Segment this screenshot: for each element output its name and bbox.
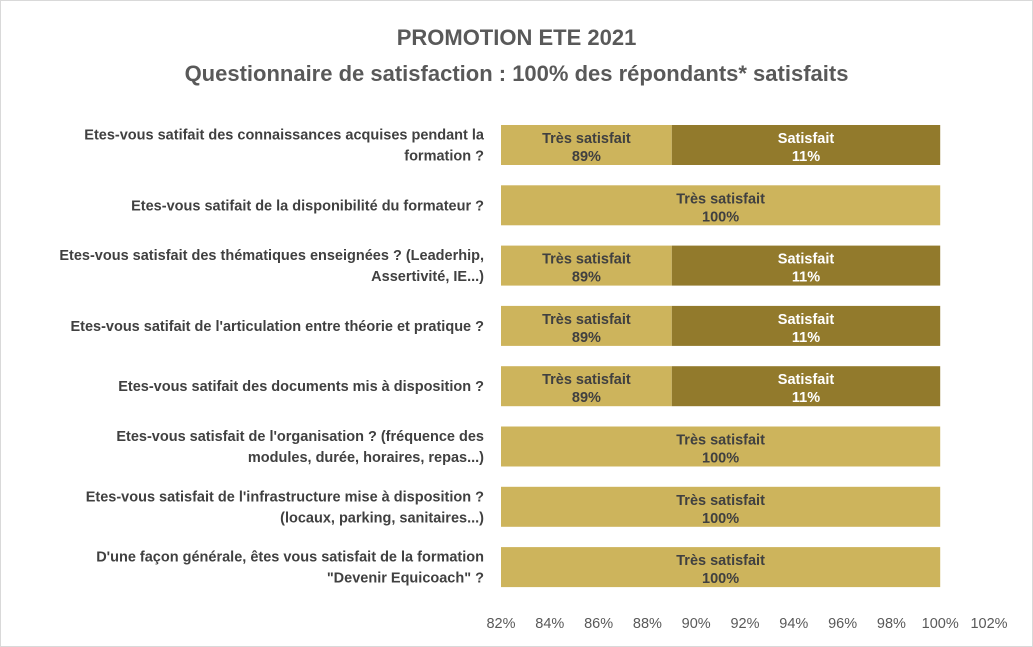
- bar-value-label: 89%: [572, 149, 601, 165]
- category-label: D'une façon générale, êtes vous satisfai…: [96, 550, 484, 587]
- bar-value-label: 100%: [702, 451, 739, 467]
- bar-tres-satisfait: [501, 486, 941, 527]
- chart-title: PROMOTION ETE 2021: [396, 25, 637, 50]
- bar-series-label: Très satisfait: [542, 372, 631, 388]
- bar-tres-satisfait: [501, 366, 672, 407]
- bar-value-label: 11%: [792, 149, 820, 165]
- bar-satisfait: [671, 125, 941, 165]
- bar-value-label: 11%: [792, 390, 820, 406]
- x-tick-label: 98%: [877, 616, 906, 632]
- category-label: Etes-vous satisfait de l'organisation ? …: [116, 429, 484, 466]
- bar-series-label: Très satisfait: [542, 131, 631, 147]
- x-tick-label: 102%: [970, 616, 1007, 632]
- x-tick-label: 100%: [922, 616, 959, 632]
- x-tick-label: 86%: [584, 616, 613, 632]
- category-label: Etes-vous satifait de l'articulation ent…: [70, 319, 484, 335]
- bar-series-label: Très satisfait: [542, 252, 631, 268]
- bar-series-label: Très satisfait: [676, 553, 765, 569]
- chart-subtitle: Questionnaire de satisfaction : 100% des…: [184, 61, 849, 86]
- bar-value-label: 100%: [702, 209, 739, 225]
- category-label: Etes-vous satisfait des thématiques ense…: [59, 248, 484, 285]
- x-tick-label: 94%: [779, 616, 808, 632]
- category-label: Etes-vous satifait des connaissances acq…: [84, 128, 485, 165]
- category-label: Etes-vous satifait des documents mis à d…: [118, 379, 484, 395]
- bar-series-label: Très satisfait: [676, 433, 765, 449]
- bar-satisfait: [671, 245, 941, 286]
- bar-value-label: 11%: [792, 330, 820, 346]
- bar-tres-satisfait: [501, 185, 941, 226]
- bar-series-label: Satisfait: [778, 131, 835, 147]
- category-label: Etes-vous satifait de la disponibilité d…: [131, 198, 484, 214]
- bar-tres-satisfait: [501, 305, 672, 346]
- x-tick-label: 90%: [682, 616, 711, 632]
- bar-satisfait: [671, 366, 941, 407]
- bar-tres-satisfait: [501, 125, 672, 165]
- bar-value-label: 100%: [702, 571, 739, 587]
- x-tick-label: 96%: [828, 616, 857, 632]
- bar-series-label: Satisfait: [778, 312, 835, 328]
- x-tick-label: 92%: [730, 616, 759, 632]
- x-tick-label: 84%: [535, 616, 564, 632]
- bar-value-label: 11%: [792, 270, 820, 286]
- x-tick-label: 88%: [633, 616, 662, 632]
- category-label: Etes-vous satisfait de l'infrastructure …: [86, 489, 484, 526]
- bar-value-label: 89%: [572, 270, 601, 286]
- bar-series-label: Satisfait: [778, 252, 835, 268]
- bar-series-label: Très satisfait: [676, 493, 765, 509]
- bar-tres-satisfait: [501, 426, 941, 467]
- bar-value-label: 89%: [572, 330, 601, 346]
- bar-series-label: Satisfait: [778, 372, 835, 388]
- bar-series-label: Très satisfait: [542, 312, 631, 328]
- bar-satisfait: [671, 305, 941, 346]
- x-tick-label: 82%: [486, 616, 515, 632]
- bar-tres-satisfait: [501, 547, 941, 588]
- bar-tres-satisfait: [501, 245, 672, 286]
- bar-value-label: 89%: [572, 390, 601, 406]
- bar-series-label: Très satisfait: [676, 191, 765, 207]
- bar-value-label: 100%: [702, 511, 739, 527]
